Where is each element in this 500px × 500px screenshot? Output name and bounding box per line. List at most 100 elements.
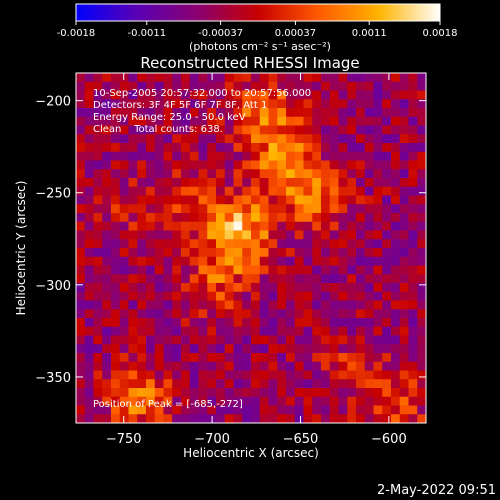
heatmap-pixel [76,134,86,144]
heatmap-pixel [224,125,235,135]
heatmap-pixel [128,116,138,127]
heatmap-pixel [93,370,103,380]
heatmap-pixel [242,318,252,328]
heatmap-pixel [181,283,191,293]
heatmap-pixel [76,160,86,170]
heatmap-pixel [137,116,147,127]
heatmap-pixel [277,186,287,197]
heatmap-pixel [76,90,86,100]
heatmap-pixel [399,309,410,319]
heatmap-pixel [356,178,366,188]
colorbar-tick-label: -0.00037 [198,28,243,39]
heatmap-pixel [408,379,418,389]
heatmap-pixel [294,388,305,398]
heatmap-pixel [233,335,243,345]
heatmap-pixel [189,353,200,363]
heatmap-pixel [84,99,95,109]
heatmap-pixel [233,414,243,423]
heatmap-pixel [242,396,252,407]
heatmap-pixel [233,213,243,223]
heatmap-pixel [329,335,340,345]
heatmap-pixel [119,99,130,109]
heatmap-pixel [391,300,401,310]
heatmap-pixel [251,99,261,109]
heatmap-pixel [207,309,217,319]
heatmap-pixel [364,81,375,92]
heatmap-pixel [233,309,243,319]
heatmap-pixel [154,335,165,345]
heatmap-pixel [417,125,426,135]
heatmap-pixel [364,99,375,109]
heatmap-pixel [251,353,261,363]
heatmap-pixel [119,186,130,197]
heatmap-pixel [294,73,305,83]
heatmap-pixel [207,370,217,380]
heatmap-pixel [373,186,383,197]
heatmap-pixel [119,81,130,92]
heatmap-pixel [408,344,418,354]
heatmap-pixel [347,195,357,205]
heatmap-pixel [146,274,156,284]
heatmap-pixel [146,230,156,240]
heatmap-pixel [172,239,182,249]
x-tick-label: −750 [106,432,142,447]
heatmap-pixel [382,274,392,284]
heatmap-pixel [102,353,112,363]
heatmap-pixel [338,90,348,100]
heatmap-pixel [268,370,278,380]
heatmap-pixel [399,125,410,135]
heatmap-pixel [329,405,340,415]
heatmap-pixel [189,318,200,328]
heatmap-pixel [303,318,313,328]
heatmap-pixel [338,379,348,389]
heatmap-pixel [277,379,287,389]
heatmap-pixel [251,361,261,372]
heatmap-pixel [198,213,208,223]
heatmap-pixel [277,283,287,293]
heatmap-pixel [128,318,138,328]
heatmap-pixel [399,81,410,92]
heatmap-pixel [216,90,226,100]
heatmap-pixel [382,326,392,337]
heatmap-pixel [137,221,147,232]
heatmap-pixel [216,283,226,293]
heatmap-pixel [163,379,173,389]
heatmap-pixel [321,99,331,109]
heatmap-pixel [338,344,348,354]
heatmap-pixel [356,239,366,249]
heatmap-pixel [76,370,86,380]
heatmap-pixel [268,151,278,162]
heatmap-pixel [198,265,208,275]
heatmap-pixel [84,318,95,328]
heatmap-pixel [163,396,173,407]
heatmap-pixel [128,125,138,135]
heatmap-pixel [181,134,191,144]
heatmap-pixel [286,213,296,223]
heatmap-pixel [259,309,270,319]
heatmap-pixel [146,195,156,205]
heatmap-pixel [137,143,147,153]
heatmap-pixel [251,143,261,153]
heatmap-pixel [408,169,418,179]
heatmap-pixel [259,143,270,153]
heatmap-pixel [286,396,296,407]
heatmap-pixel [312,221,322,232]
heatmap-pixel [137,134,147,144]
heatmap-pixel [198,291,208,302]
heatmap-pixel [102,388,112,398]
heatmap-pixel [251,326,261,337]
heatmap-pixel [137,379,147,389]
heatmap-pixel [382,169,392,179]
heatmap-pixel [329,283,340,293]
heatmap-pixel [189,414,200,423]
heatmap-pixel [417,265,426,275]
heatmap-pixel [93,239,103,249]
heatmap-pixel [277,99,287,109]
heatmap-pixel [128,274,138,284]
heatmap-pixel [242,283,252,293]
heatmap-pixel [224,414,235,423]
heatmap-pixel [128,291,138,302]
heatmap-pixel [294,195,305,205]
heatmap-pixel [417,379,426,389]
heatmap-pixel [303,361,313,372]
